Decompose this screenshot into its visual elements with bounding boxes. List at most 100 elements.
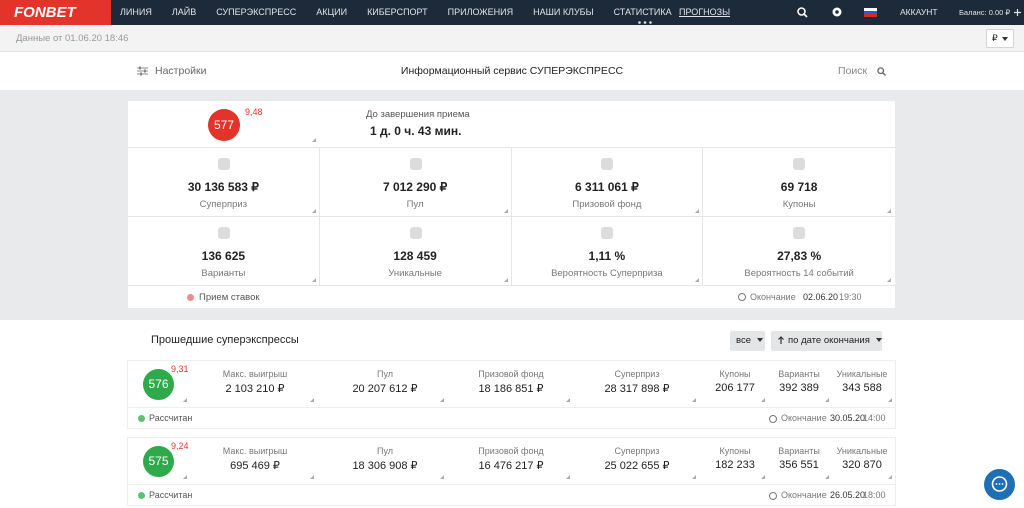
column-value: 182 233 — [715, 459, 755, 471]
stat-icon — [217, 227, 230, 239]
column-value: 2 103 210 ₽ — [225, 383, 285, 395]
nav-item[interactable]: ЛАЙВ — [171, 7, 197, 17]
expand-corner — [825, 398, 829, 402]
column-label: Макс. выигрыш — [222, 446, 288, 456]
search-icon[interactable] — [797, 7, 808, 18]
sort-arrow — [778, 336, 784, 345]
deadline: 1 д. 0 ч. 43 мин. — [370, 124, 462, 138]
toolbar: Настройки Информационный сервис СУПЕРЭКС… — [0, 52, 1024, 90]
column-value: 16 476 217 ₽ — [478, 460, 544, 472]
expand-corner — [183, 398, 187, 402]
nav-menu: ЛИНИЯ ЛАЙВ СУПЕРЭКСПРЕСС АКЦИИ КИБЕРСПОРТ ПРИ… — [120, 0, 672, 25]
column-label: Уникальные — [836, 369, 888, 379]
expand-corner — [311, 209, 316, 213]
nav-item[interactable]: ПРИЛОЖЕНИЯ — [447, 7, 514, 17]
status-dot — [187, 294, 194, 301]
status: Рассчитан — [149, 490, 193, 500]
column-label: Уникальные — [836, 446, 888, 456]
forecasts-link[interactable]: ПРОГНОЗЫ — [679, 7, 731, 17]
expand-corner — [887, 278, 891, 282]
stat-label: Пул — [406, 199, 424, 210]
past-title: Прошедшие суперэкспрессы — [151, 334, 299, 346]
filter-button[interactable]: все — [730, 331, 765, 351]
stat-cell: 1,11 % Вероятность Суперприза — [511, 216, 704, 285]
stat-icon — [601, 227, 614, 239]
stat-label: Суперприз — [199, 199, 248, 210]
column-value: 18 306 908 ₽ — [352, 460, 418, 472]
more-dots[interactable] — [638, 11, 652, 24]
stat-cell: 7 012 290 ₽ Пул — [319, 147, 512, 216]
account-link[interactable]: АККАУНТ — [900, 7, 938, 17]
column-label: Макс. выигрыш — [222, 369, 288, 379]
expand-corner — [440, 398, 444, 402]
column-value: 320 870 — [842, 459, 882, 471]
past-card: 576 9,31 Макс. выигрыш 2 103 210 ₽ Пул 20 207… — [128, 361, 895, 428]
column-value: 392 389 — [779, 382, 819, 394]
expand-corner — [695, 209, 700, 213]
chat-button[interactable] — [984, 469, 1015, 500]
deadline-label: До завершения приема — [366, 109, 470, 120]
search-icon-small — [877, 67, 886, 76]
settings-link[interactable]: Настройки — [155, 65, 207, 77]
end-date: 26.05.20 — [830, 490, 866, 500]
column-value: 18 186 851 ₽ — [478, 383, 544, 395]
past-footer: Рассчитан Окончание 26.05.20 18:00 — [128, 484, 895, 505]
column-label: Купоны — [719, 446, 751, 456]
expand-corner — [503, 278, 508, 282]
expand-corner — [310, 398, 314, 402]
past-card: 575 9,24 Макс. выигрыш 695 469 ₽ Пул 18 306 9… — [128, 438, 895, 505]
stat-value: 27,83 % — [777, 249, 822, 263]
nav-item[interactable]: ЛИНИЯ — [120, 7, 152, 17]
stat-cell: 6 311 061 ₽ Призовой фонд — [511, 147, 704, 216]
draw-number: 576 — [143, 369, 174, 400]
nav-item[interactable]: СУПЕРЭКСПРЕСС — [216, 7, 297, 17]
nav-item[interactable]: АКЦИИ — [316, 7, 348, 17]
end-label: Окончание — [781, 413, 827, 423]
column-label: Призовой фонд — [478, 446, 544, 456]
sort-label: по дате окончания — [788, 335, 870, 346]
clock-icon — [738, 293, 746, 301]
stat-icon — [409, 158, 422, 170]
expand-corner — [887, 209, 891, 213]
logo[interactable]: FONBET — [0, 0, 111, 25]
column-label: Пул — [376, 446, 394, 456]
stat-value: 69 718 — [780, 180, 818, 194]
nav-item[interactable]: НАШИ КЛУБЫ — [533, 7, 594, 17]
nav-item[interactable]: КИБЕРСПОРТ — [367, 7, 428, 17]
currency-select[interactable]: ₽ — [986, 29, 1014, 48]
column-label: Суперприз — [614, 446, 660, 456]
top-nav: FONBET ЛИНИЯ ЛАЙВ СУПЕРЭКСПРЕСС АКЦИИ КИБЕРС… — [0, 0, 1024, 25]
expand-corner — [566, 475, 570, 479]
stat-cell: 128 459 Уникальные — [319, 216, 512, 285]
expand-corner — [761, 475, 765, 479]
data-date: Данные от 01.06.20 18:46 — [16, 33, 129, 44]
stat-value: 136 625 — [201, 249, 246, 263]
coef: 9,48 — [245, 107, 263, 117]
stat-label: Купоны — [782, 199, 816, 210]
expand-corner — [310, 475, 314, 479]
end-time: 18:00 — [863, 490, 886, 500]
currency: ₽ — [992, 33, 998, 43]
status-dot — [138, 492, 145, 499]
column-label: Пул — [376, 369, 394, 379]
filter-label: все — [736, 335, 751, 346]
clock-icon — [769, 492, 777, 500]
stat-label: Вероятность 14 событий — [744, 268, 854, 279]
draw-number: 575 — [143, 446, 174, 477]
expand-corner — [888, 475, 892, 479]
column-value: 28 317 898 ₽ — [604, 383, 670, 395]
add-funds[interactable] — [1014, 9, 1021, 16]
nav-item[interactable]: СТАТИСТИКА — [613, 7, 672, 17]
column-value: 20 207 612 ₽ — [352, 383, 418, 395]
flag-ru[interactable] — [864, 8, 877, 17]
stat-cell: 136 625 Варианты — [128, 216, 320, 285]
coef: 9,24 — [171, 441, 189, 451]
stat-icon — [793, 227, 806, 239]
sort-button[interactable]: по дате окончания — [771, 331, 882, 351]
column-value: 343 588 — [842, 382, 882, 394]
end-date: 02.06.20 — [803, 292, 839, 302]
settings-icon[interactable] — [831, 6, 843, 18]
stat-value: 1,11 % — [588, 249, 626, 263]
expand-corner — [888, 398, 892, 402]
search-link[interactable]: Поиск — [838, 65, 868, 77]
